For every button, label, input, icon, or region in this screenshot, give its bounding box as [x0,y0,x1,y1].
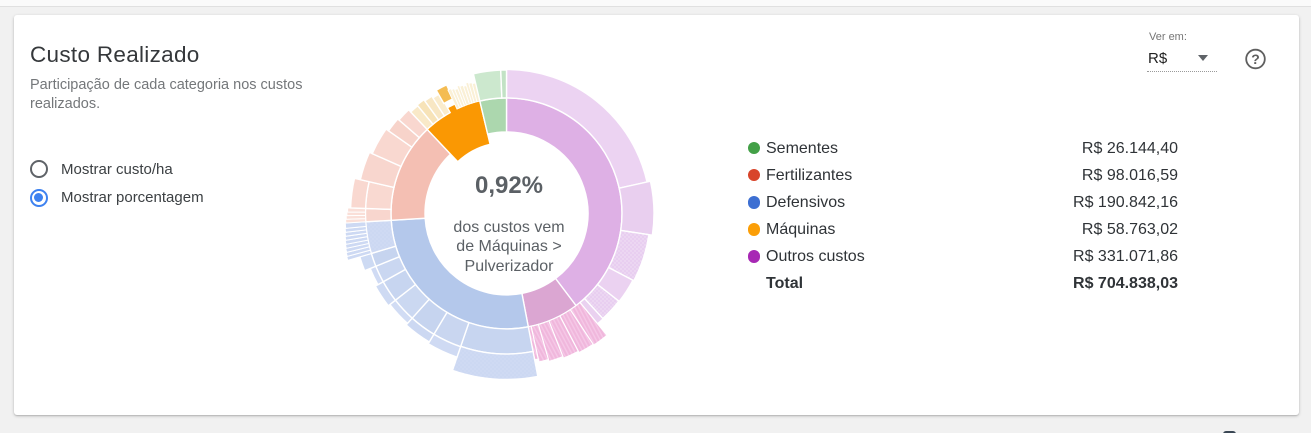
svg-text:?: ? [1251,51,1260,67]
